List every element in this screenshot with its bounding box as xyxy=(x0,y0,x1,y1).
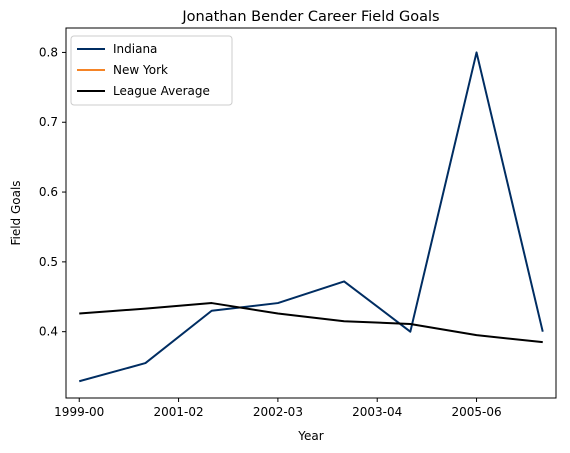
chart-title: Jonathan Bender Career Field Goals xyxy=(181,9,439,25)
x-tick-label: 2002-03 xyxy=(253,405,303,419)
y-tick-label: 0.7 xyxy=(39,115,58,129)
y-tick-label: 0.8 xyxy=(39,45,58,59)
y-tick-label: 0.5 xyxy=(39,255,58,269)
legend-label-new-york: New York xyxy=(113,63,168,77)
plot-frame xyxy=(65,27,557,399)
x-tick-label: 2001-02 xyxy=(153,405,203,419)
x-tick-label: 2003-04 xyxy=(352,405,402,419)
x-tick-label: 2005-06 xyxy=(451,405,501,419)
x-tick-label: 1999-00 xyxy=(54,405,104,419)
x-axis-label: Year xyxy=(297,429,323,443)
x-axis: 1999-00 2001-02 2002-03 2003-04 2005-06 xyxy=(54,398,502,419)
legend-label-indiana: Indiana xyxy=(113,42,157,56)
plot-series xyxy=(78,51,544,383)
legend-box xyxy=(70,35,233,106)
y-axis-label: Field Goals xyxy=(9,180,23,245)
legend: Indiana New York League Average xyxy=(70,35,233,106)
y-tick-label: 0.6 xyxy=(39,185,58,199)
series-line-indiana xyxy=(78,51,544,383)
y-axis: 0.4 0.5 0.6 0.7 0.8 xyxy=(39,45,66,339)
legend-label-league-average: League Average xyxy=(113,84,210,98)
y-tick-label: 0.4 xyxy=(39,325,58,339)
series-line-league-average xyxy=(79,302,543,344)
